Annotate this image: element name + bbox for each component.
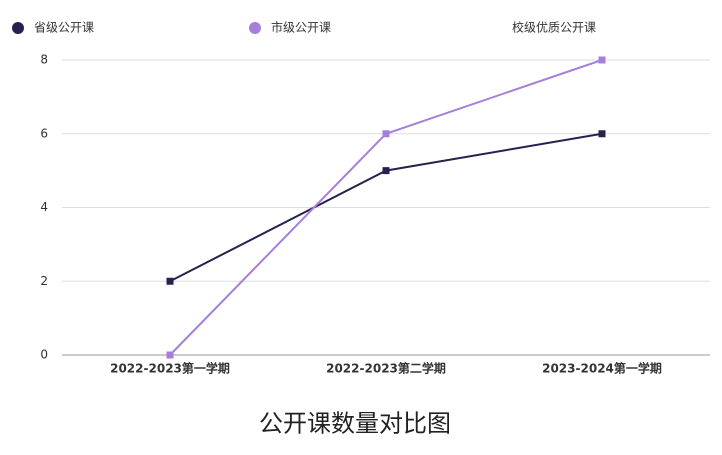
point <box>166 277 174 285</box>
chart-title: 公开课数量对比图 <box>259 410 451 438</box>
legend-label: 省级公开课 <box>34 21 94 35</box>
x-tick-label: 2022-2023第一学期 <box>110 361 230 376</box>
x-tick-label: 2022-2023第二学期 <box>326 361 446 376</box>
legend-swatch <box>12 22 24 34</box>
y-tick-label: 2 <box>40 274 48 288</box>
legend-label: 校级优质公开课 <box>512 20 596 35</box>
legend-swatch <box>249 22 261 34</box>
point <box>598 130 606 138</box>
point <box>166 351 174 359</box>
y-tick-label: 4 <box>40 200 48 214</box>
point <box>382 167 390 175</box>
x-tick-label: 2023-2024第一学期 <box>542 361 662 376</box>
y-tick-label: 8 <box>40 53 48 67</box>
legend-label: 市级公开课 <box>271 20 331 35</box>
point <box>598 56 606 64</box>
point <box>382 130 390 138</box>
y-tick-label: 6 <box>40 126 48 140</box>
y-tick-label: 0 <box>40 348 48 362</box>
